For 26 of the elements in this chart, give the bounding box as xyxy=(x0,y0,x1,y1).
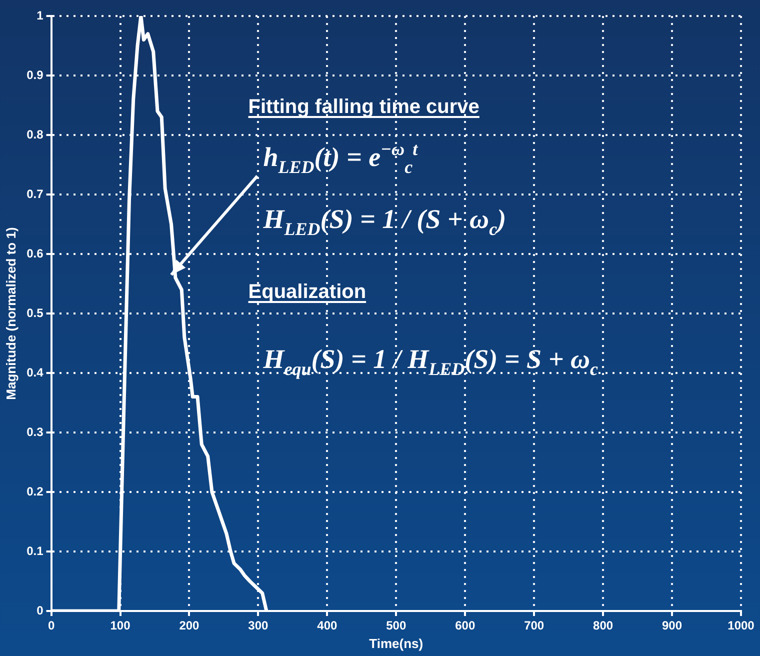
x-tick-label: 900 xyxy=(662,618,682,633)
x-tick-label: 500 xyxy=(386,618,406,633)
x-tick-label: 1000 xyxy=(728,618,755,633)
x-tick-label: 200 xyxy=(179,618,200,633)
y-axis-title: Magnitude (normalized to 1) xyxy=(3,227,18,400)
x-tick-label: 100 xyxy=(110,618,131,633)
y-tick-label: 0.7 xyxy=(26,186,44,201)
y-tick-label: 0.9 xyxy=(26,68,44,82)
x-tick-label: 400 xyxy=(317,618,338,633)
y-tick-label: 0.5 xyxy=(26,306,44,320)
y-tick-label: 0 xyxy=(36,603,44,618)
y-tick-label: 0.1 xyxy=(26,544,44,558)
y-tick-label: 0.4 xyxy=(26,365,44,380)
x-tick-label: 0 xyxy=(48,618,55,633)
x-tick-label: 700 xyxy=(524,618,544,633)
x-axis-title: Time(ns) xyxy=(369,636,424,651)
x-tick-label: 300 xyxy=(248,618,269,633)
x-tick-label: 800 xyxy=(593,618,614,633)
y-tick-label: 0.6 xyxy=(26,246,44,260)
y-tick-label: 0.2 xyxy=(26,484,44,498)
annotation: Equalization xyxy=(248,281,366,303)
y-tick-label: 1 xyxy=(36,8,44,22)
y-tick-label: 0.8 xyxy=(26,127,44,142)
x-tick-label: 600 xyxy=(455,618,476,633)
annotation: Fitting falling time curve xyxy=(248,96,480,118)
y-tick-label: 0.3 xyxy=(26,424,44,439)
